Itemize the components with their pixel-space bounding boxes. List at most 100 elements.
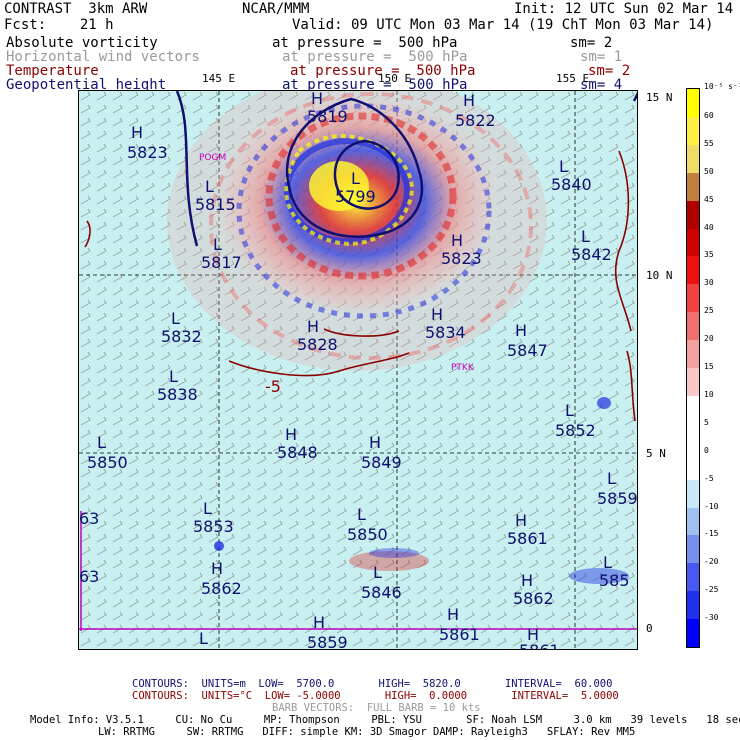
field-name-height: Geopotential height: [6, 77, 167, 93]
colorbar-label: -30: [704, 613, 719, 623]
colorbar-unit: 10⁻⁵ s⁻¹: [704, 82, 740, 91]
lon-label-155: 155 E: [556, 72, 590, 85]
colorbar-segment: [687, 535, 699, 564]
valid-time: Valid: 09 UTC Mon 03 Mar 14 (19 ChT Mon …: [292, 17, 714, 33]
center-marker: H: [211, 559, 224, 578]
field-smooth-temperature: sm= 2: [588, 63, 631, 79]
center-value: 5838: [157, 385, 198, 404]
place-label-ptkk: PTKK: [451, 363, 474, 373]
center-marker: H: [515, 321, 528, 340]
lat-label-0: 0: [646, 622, 653, 635]
colorbar-segment: [687, 284, 699, 313]
center-value: 5823: [127, 143, 168, 162]
center-marker: H: [527, 625, 540, 644]
center-value: 5819: [307, 107, 348, 126]
center-marker: L: [169, 367, 178, 386]
center-marker: L: [603, 553, 612, 572]
center-value: 5861: [439, 625, 480, 644]
colorbar-segment: [687, 172, 699, 202]
center-value: 5849: [361, 453, 402, 472]
colorbar-segment: [687, 200, 699, 229]
center-value: 5850: [87, 453, 128, 472]
place-label-pogm: POGM: [199, 153, 227, 163]
colorbar-segment: [687, 144, 699, 174]
center-marker: H: [311, 90, 324, 108]
center-value: 5828: [297, 335, 338, 354]
center-marker: L: [213, 235, 222, 254]
colorbar-label: 15: [704, 362, 714, 371]
map-panel: POGM PTKK H 5823 5819 H H 5822 L 5815 L …: [78, 90, 638, 650]
center-marker: H: [447, 605, 460, 624]
field-level-height: at pressure = 500 hPa: [282, 77, 468, 93]
lon-label-145: 145 E: [202, 72, 236, 85]
footer-model-info-2: LW: RRTMG SW: RRTMG DIFF: simple KM: 3D …: [98, 726, 636, 738]
center-value: 63: [79, 567, 100, 586]
center-value: 5834: [425, 323, 466, 342]
colorbar-segment: [687, 340, 699, 369]
colorbar-label: 45: [704, 194, 714, 204]
center-value: 5817: [201, 253, 242, 272]
colorbar-segment: [687, 619, 699, 648]
colorbar-label: -25: [704, 585, 719, 595]
center-marker: H: [313, 613, 326, 632]
lat-label-15n: 15 N: [646, 91, 673, 104]
field-smooth-height: sm= 4: [580, 77, 623, 93]
field-level-vorticity: at pressure = 500 hPa: [272, 35, 458, 51]
field-name-wind: Horizontal wind vectors: [6, 49, 200, 65]
center-value: 5815: [195, 195, 236, 214]
colorbar-segment: [687, 395, 699, 425]
center-marker: L: [351, 169, 360, 188]
center-marker: L: [205, 177, 214, 196]
colorbar-label: 0: [704, 445, 709, 455]
colorbar-segment: [687, 451, 699, 481]
colorbar-label: 60: [704, 110, 714, 120]
center-marker: L: [97, 433, 106, 452]
colorbar-segment: [687, 312, 699, 341]
colorbar-label: 25: [704, 306, 714, 316]
center-marker: L: [171, 309, 180, 328]
center-marker: H: [521, 571, 534, 590]
center-value: 585: [599, 571, 630, 590]
temperature-contour-label: -5: [265, 377, 281, 396]
center-marker: L: [357, 505, 366, 524]
map-canvas: [79, 91, 637, 649]
colorbar-segment: [687, 116, 699, 146]
colorbar-label: 35: [704, 250, 714, 260]
center-value: 5848: [277, 443, 318, 462]
center-marker: H: [285, 425, 298, 444]
footer-height-contours: CONTOURS: UNITS=m LOW= 5700.0 HIGH= 5820…: [132, 678, 613, 690]
colorbar-label: 10: [704, 389, 714, 399]
colorbar-segment: [687, 89, 699, 118]
center-value: 5846: [361, 583, 402, 602]
center-value: 5832: [161, 327, 202, 346]
center-marker: H: [131, 123, 144, 142]
center-value: 5799: [335, 187, 376, 206]
init-time: Init: 12 UTC Sun 02 Mar 14: [514, 1, 734, 17]
colorbar-label: -15: [704, 529, 719, 539]
center-marker: L: [203, 499, 212, 518]
organization: NCAR/MMM: [242, 1, 310, 17]
lat-label-10n: 10 N: [646, 269, 673, 282]
colorbar-segment: [687, 423, 699, 453]
lon-label-150: 150 E: [378, 72, 412, 85]
colorbar-label: 50: [704, 166, 714, 176]
field-name-temperature: Temperature: [6, 63, 99, 79]
colorbar-segment: [687, 507, 699, 536]
lat-label-5n: 5 N: [646, 447, 666, 460]
model-title: CONTRAST 3km ARW: [4, 1, 148, 17]
center-value: 5822: [455, 111, 496, 130]
forecast-hour: Fcst: 21 h: [4, 17, 114, 33]
colorbar-segment: [687, 591, 699, 620]
center-value: 5859: [597, 489, 638, 508]
colorbar-segment: [687, 368, 699, 397]
field-level-wind: at pressure = 500 hPa: [282, 49, 468, 65]
colorbar: [686, 88, 700, 648]
colorbar-label: -20: [704, 557, 719, 567]
colorbar-label: 55: [704, 138, 714, 148]
center-marker: H: [463, 91, 476, 110]
colorbar-label: -10: [704, 501, 719, 511]
center-value: 5861: [519, 643, 560, 650]
colorbar-segment: [687, 563, 699, 592]
center-marker: L: [581, 227, 590, 246]
center-marker: H: [307, 317, 320, 336]
